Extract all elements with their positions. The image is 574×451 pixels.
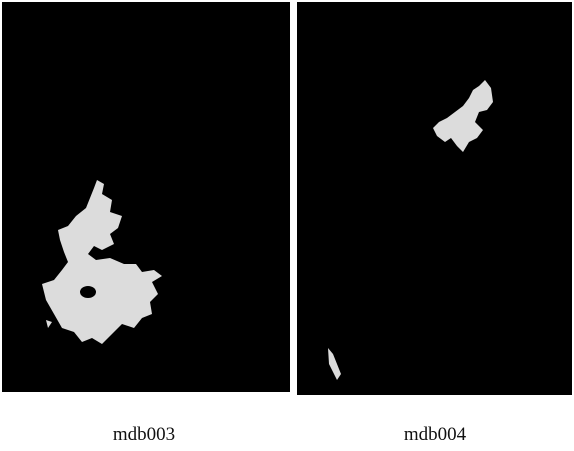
mask-image [297,2,572,395]
caption: mdb004 [335,424,535,446]
mask-drawing [297,2,572,395]
mask-drawing [2,2,290,392]
blob [433,80,493,152]
caption: mdb003 [44,424,244,446]
blob [46,320,52,328]
figure: mdb003 mdb004 [0,0,574,451]
blob-hole [80,286,96,298]
blob [328,348,341,380]
blob [42,180,162,344]
mask-image [2,2,290,392]
